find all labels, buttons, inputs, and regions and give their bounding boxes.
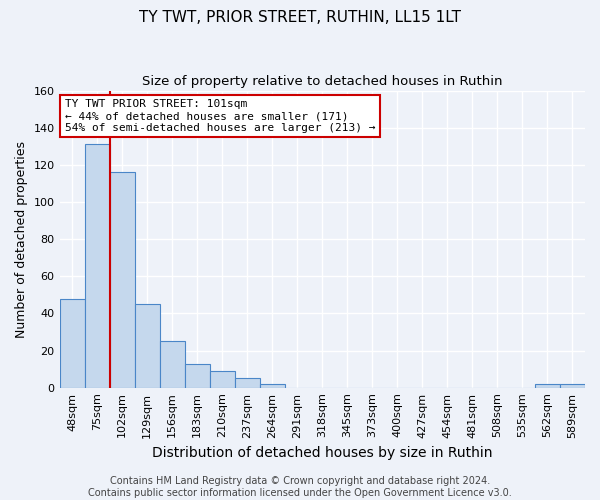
Bar (560, 384, 585, 388)
Bar (209, 371, 235, 388)
Text: TY TWT, PRIOR STREET, RUTHIN, LL15 1LT: TY TWT, PRIOR STREET, RUTHIN, LL15 1LT (139, 10, 461, 25)
Y-axis label: Number of detached properties: Number of detached properties (15, 140, 28, 338)
X-axis label: Distribution of detached houses by size in Ruthin: Distribution of detached houses by size … (152, 446, 493, 460)
Text: Contains HM Land Registry data © Crown copyright and database right 2024.
Contai: Contains HM Land Registry data © Crown c… (88, 476, 512, 498)
Bar (59, 298, 85, 388)
Bar (185, 364, 209, 388)
Bar (85, 144, 110, 388)
Bar (535, 384, 560, 388)
Text: TY TWT PRIOR STREET: 101sqm
← 44% of detached houses are smaller (171)
54% of se: TY TWT PRIOR STREET: 101sqm ← 44% of det… (65, 100, 375, 132)
Bar (235, 378, 260, 388)
Title: Size of property relative to detached houses in Ruthin: Size of property relative to detached ho… (142, 75, 503, 88)
Bar (110, 172, 134, 388)
Bar (260, 384, 285, 388)
Bar (160, 342, 185, 388)
Bar (134, 304, 160, 388)
